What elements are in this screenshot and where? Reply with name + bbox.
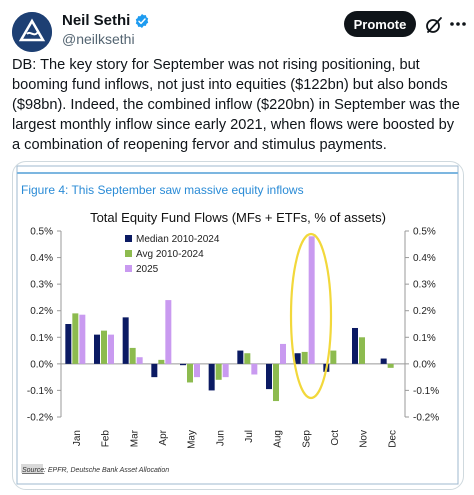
legend-label: 2025 [136, 264, 159, 275]
bar-median-feb [94, 334, 100, 364]
bar-median-jun [208, 363, 215, 391]
y-tick-label-right: 0.3% [413, 280, 436, 291]
bar-median-mar [122, 317, 129, 364]
bar-avg-mar [129, 347, 136, 364]
bar-avg-may [187, 363, 193, 383]
legend-label: Median 2010-2024 [136, 234, 220, 245]
tweet-media-card[interactable]: Figure 4: This September saw massive equ… [12, 161, 464, 490]
legend-swatch [125, 250, 132, 257]
y-tick-label-left: 0.1% [30, 333, 53, 344]
bar-avg-jan [72, 313, 79, 364]
bar-2025-may [194, 363, 200, 378]
bar-median-nov [352, 327, 358, 364]
bar-median-jul [237, 350, 244, 364]
source-label-box [21, 464, 43, 473]
bar-avg-aug [273, 363, 279, 402]
y-tick-label-left: -0.2% [27, 413, 53, 424]
x-tick-label: Oct [330, 430, 341, 446]
figure-caption: Figure 4: This September saw massive equ… [21, 183, 304, 197]
y-tick-label-right: -0.1% [413, 386, 439, 397]
bar-avg-sep [301, 351, 308, 364]
x-tick-label: Jul [244, 430, 255, 443]
y-tick-label-right: 0.5% [413, 227, 436, 238]
september-highlight-ellipse [289, 232, 333, 400]
bar-median-aug [266, 363, 272, 390]
y-tick-label-left: 0.5% [30, 227, 53, 238]
bar-2025-mar [136, 357, 143, 364]
avatar[interactable] [12, 12, 52, 52]
equity-flows-chart: Figure 4: This September saw massive equ… [16, 165, 459, 485]
bar-avg-jun [215, 363, 222, 380]
bar-2025-aug [280, 343, 286, 364]
author-name[interactable]: Neil Sethi [62, 12, 131, 29]
y-tick-label-left: 0.0% [30, 359, 53, 370]
bar-avg-feb [101, 330, 107, 364]
chart-title: Total Equity Fund Flows (MFs + ETFs, % o… [90, 210, 386, 225]
bar-median-jan [65, 324, 72, 364]
source-label: Source [22, 467, 44, 474]
y-tick-label-right: 0.1% [413, 333, 436, 344]
bar-2025-feb [108, 334, 114, 364]
x-tick-label: Jun [215, 430, 226, 446]
bar-avg-oct [330, 350, 337, 364]
author-name-row: Neil Sethi [62, 12, 150, 29]
legend-swatch [125, 235, 132, 242]
bar-median-sep [294, 353, 301, 364]
x-tick-label: May [187, 430, 198, 449]
more-icon[interactable] [448, 14, 468, 34]
bar-median-may [180, 363, 186, 366]
promote-button[interactable]: Promote [344, 11, 416, 37]
y-tick-label-right: 0.4% [413, 253, 436, 264]
y-tick-label-right: -0.2% [413, 413, 439, 424]
x-tick-label: Dec [387, 430, 398, 448]
source-text: : EPFR, Deutsche Bank Asset Allocation [44, 467, 169, 474]
avatar-logo-icon [12, 12, 52, 52]
bar-median-apr [151, 363, 158, 378]
legend-label: Avg 2010-2024 [136, 249, 204, 260]
verified-badge-icon [136, 13, 149, 28]
x-tick-label: Nov [359, 430, 370, 448]
legend-swatch [125, 265, 132, 272]
bar-2025-apr [165, 300, 172, 364]
bar-avg-jul [244, 353, 251, 364]
bar-avg-nov [359, 337, 365, 364]
x-tick-label: Sep [301, 430, 312, 448]
y-tick-label-right: 0.2% [413, 306, 436, 317]
x-tick-label: Jan [72, 430, 83, 446]
y-tick-label-left: 0.2% [30, 306, 53, 317]
y-tick-label-left: 0.3% [30, 280, 53, 291]
y-tick-label-right: 0.0% [413, 359, 436, 370]
x-tick-label: Aug [273, 430, 284, 448]
bar-2025-sep [308, 236, 315, 364]
y-tick-label-left: 0.4% [30, 253, 53, 264]
author-handle[interactable]: @neilksethi [62, 31, 135, 47]
bar-2025-jun [222, 363, 229, 378]
x-tick-label: Mar [129, 429, 140, 447]
bar-avg-dec [387, 363, 394, 368]
bar-2025-jan [79, 314, 86, 364]
tweet-text: DB: The key story for September was not … [12, 57, 460, 153]
bar-avg-apr [158, 359, 165, 364]
bar-2025-jul [251, 363, 258, 375]
x-tick-label: Feb [101, 430, 112, 448]
bar-median-dec [380, 358, 387, 364]
x-tick-label: Apr [158, 429, 169, 445]
grok-icon[interactable] [424, 15, 444, 35]
y-tick-label-left: -0.1% [27, 386, 53, 397]
